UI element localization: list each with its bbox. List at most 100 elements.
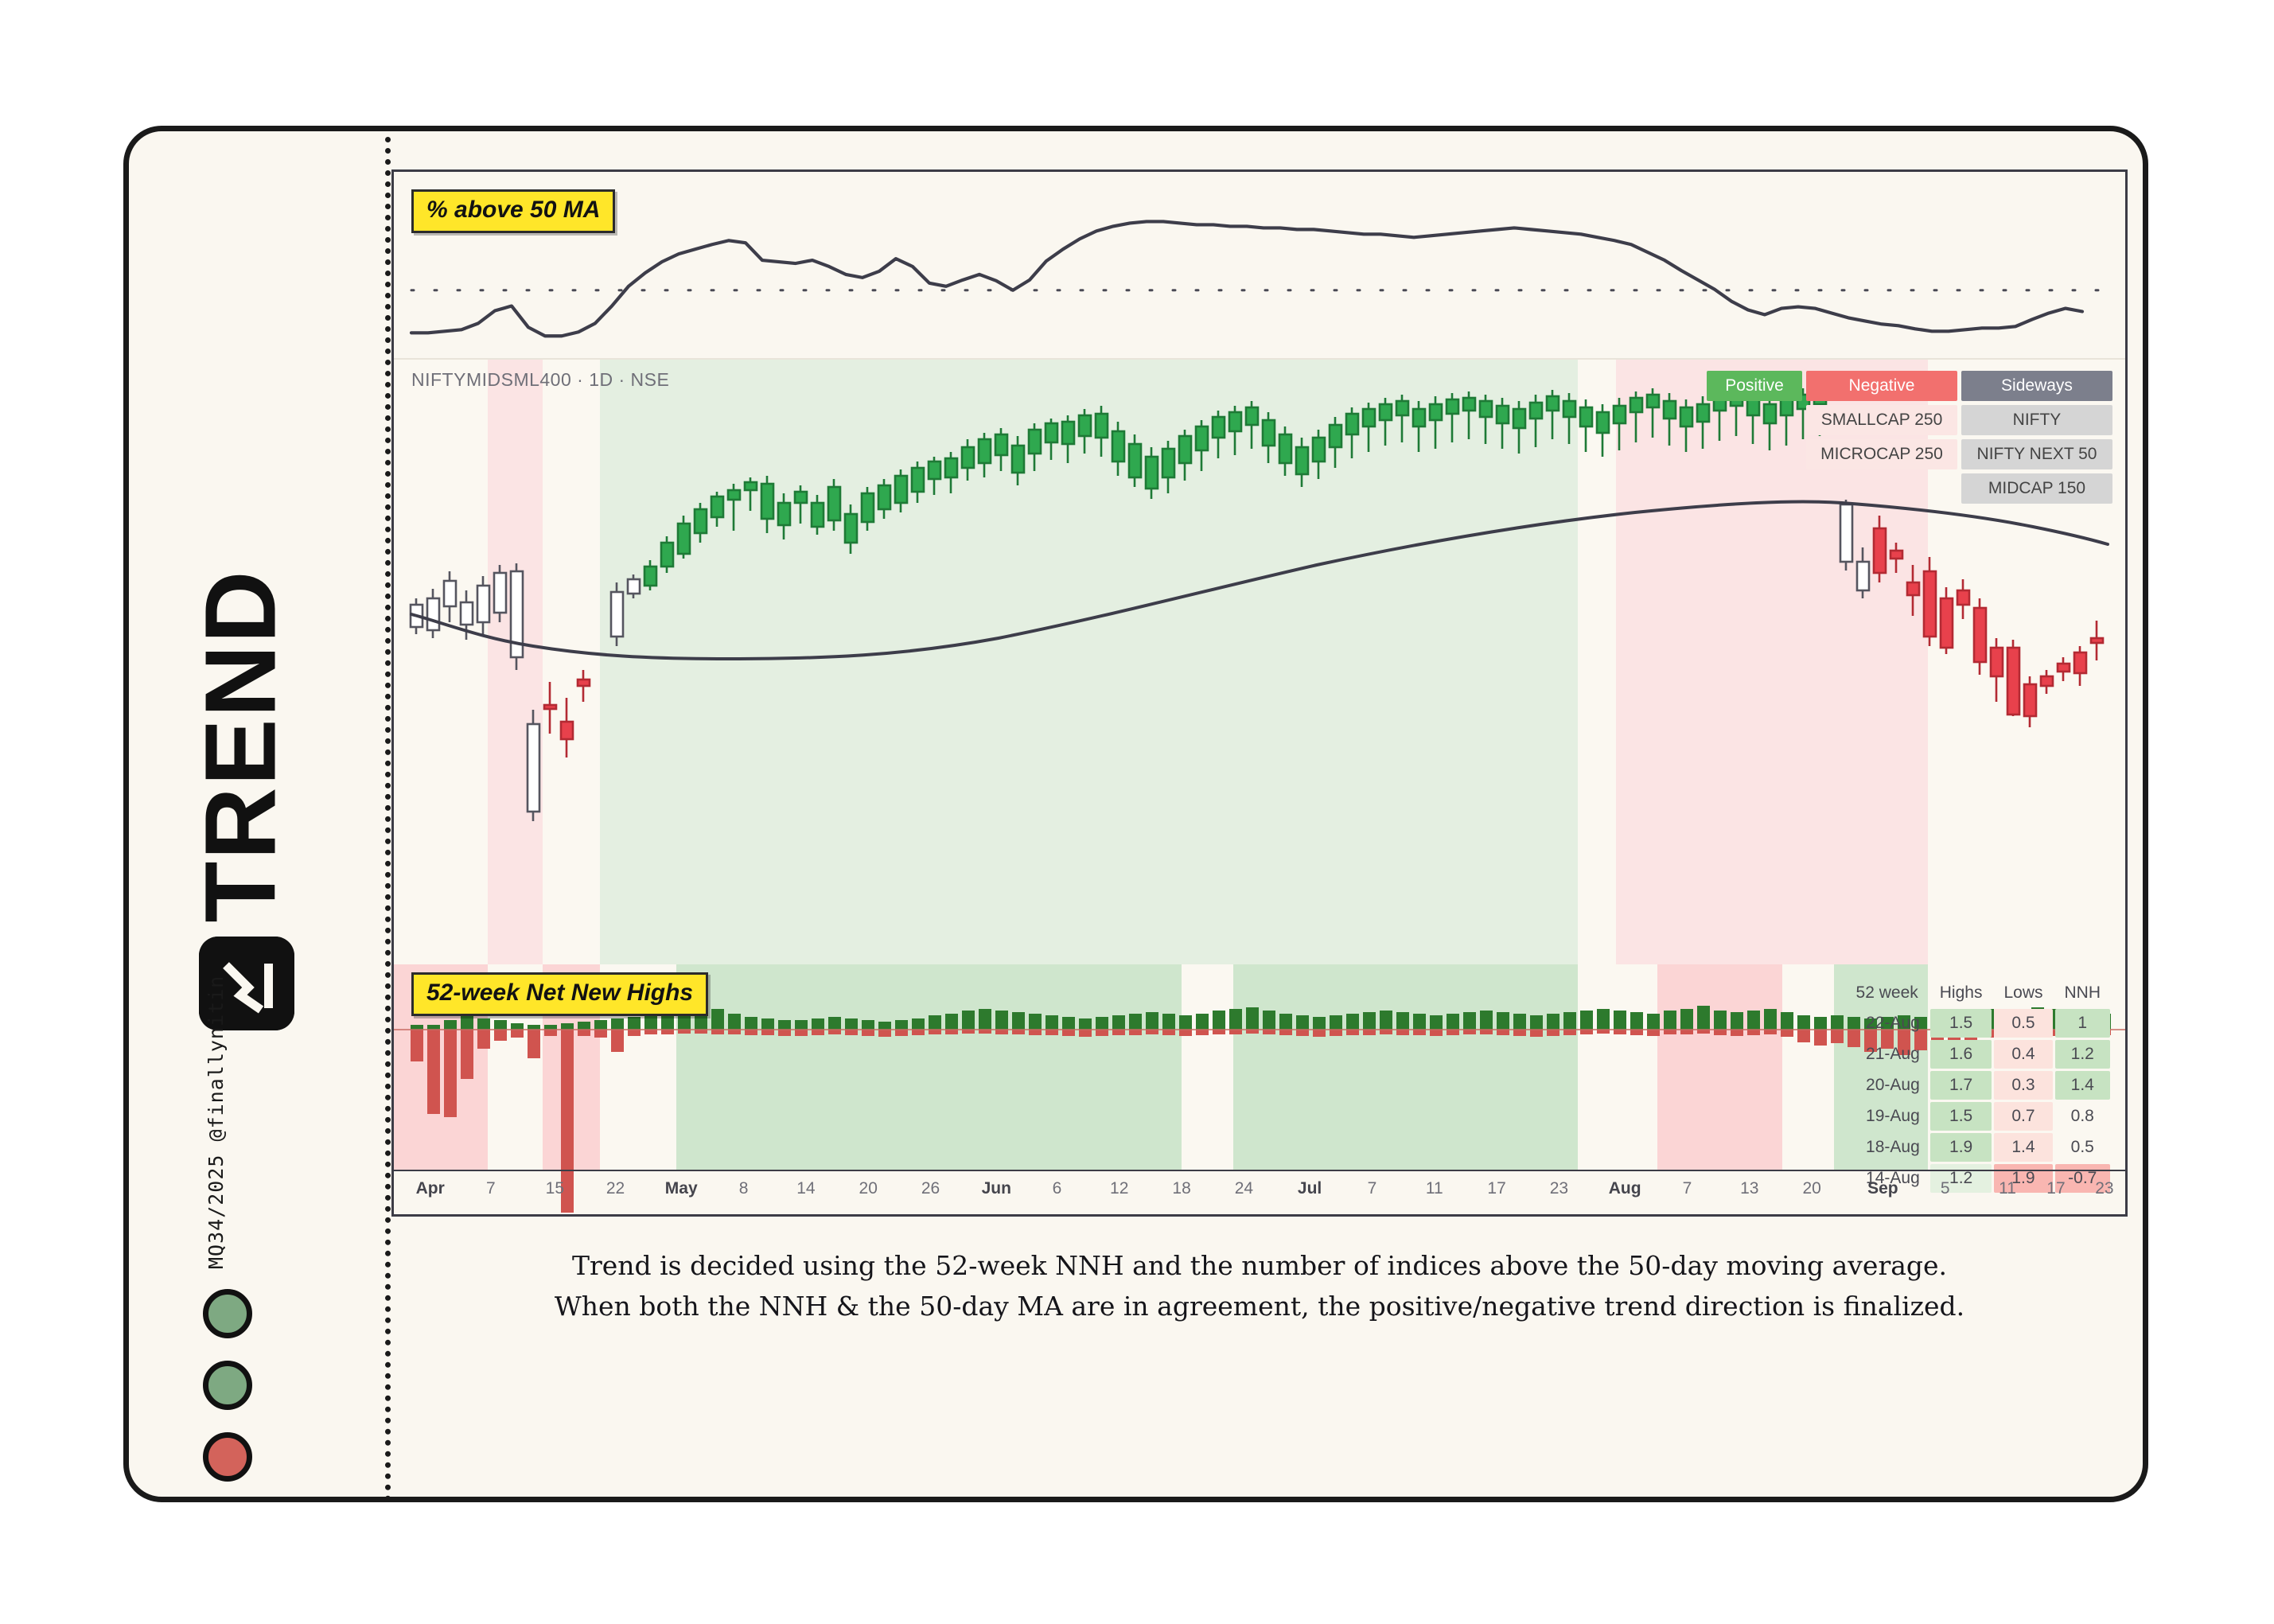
- nnh-row-highs: 1.2: [1929, 1164, 1992, 1193]
- legend-column-sideways: Sideways NIFTY NIFTY NEXT 50 MIDCAP 150: [1961, 371, 2112, 504]
- nnh-row-lows: 1.9: [1994, 1164, 2053, 1193]
- band-neutral: [543, 360, 600, 964]
- legend-item-nifty: NIFTY: [1961, 405, 2112, 435]
- percent-line-series: [409, 220, 2085, 338]
- table-row: 22-Aug 1.5 0.5 1: [1847, 1009, 2110, 1038]
- left-rail: TREND MQ34/2025 @finallynitin: [129, 131, 391, 1497]
- nnh-row-highs: 1.5: [1929, 1102, 1992, 1131]
- nnh-lows-bars: [411, 1030, 2111, 1213]
- footnote-line-1: Trend is decided using the 52-week NNH a…: [571, 1250, 1948, 1281]
- legend-item-microcap-250: MICROCAP 250: [1806, 439, 1957, 469]
- nnh-row-nnh: 0.5: [2070, 1138, 2094, 1156]
- nnh-row-lows: 0.3: [1994, 1071, 2053, 1100]
- nnh-row-nnh: 1.4: [2054, 1071, 2110, 1100]
- axis-tick: 20: [1802, 1179, 1821, 1198]
- axis-tick: 12: [1110, 1179, 1129, 1198]
- nnh-row-highs: 1.9: [1929, 1133, 1992, 1162]
- net-new-highs-tag: 52-week Net New Highs: [411, 972, 709, 1016]
- candlestick-series: [409, 385, 2109, 821]
- axis-tick: Jul: [1297, 1179, 1322, 1198]
- axis-tick: 11: [1999, 1179, 2016, 1198]
- band-positive: [1834, 964, 1928, 1170]
- table-row: 19-Aug 1.5 0.7 0.8: [1847, 1102, 2110, 1131]
- axis-tick: 22: [605, 1179, 625, 1198]
- legend-item-nifty-next-50: NIFTY NEXT 50: [1961, 439, 2112, 469]
- axis-tick: 24: [1234, 1179, 1254, 1198]
- band-negative: [1657, 964, 1783, 1170]
- brand-logo-icon: [199, 937, 294, 1030]
- legend-item-midcap-150: MIDCAP 150: [1961, 473, 2112, 504]
- nnh-row-highs: 1.7: [1929, 1071, 1992, 1100]
- percent-above-50ma-tag: % above 50 MA: [411, 189, 616, 233]
- nnh-table-header-row: 52 week Highs Lows NNH: [1847, 979, 2110, 1007]
- axis-tick: 23: [1549, 1179, 1569, 1198]
- footnote: Trend is decided using the 52-week NNH a…: [391, 1245, 2128, 1326]
- nnh-row-date: 21-Aug: [1866, 1045, 1920, 1063]
- band-neutral: [1182, 964, 1234, 1170]
- nnh-row-date: 20-Aug: [1866, 1076, 1920, 1094]
- nnh-row-lows: 0.7: [1994, 1102, 2053, 1131]
- band-neutral: [394, 360, 488, 964]
- axis-tick: May: [664, 1179, 698, 1198]
- legend-item-smallcap-250: SMALLCAP 250: [1806, 405, 1957, 435]
- table-row: 14-Aug 1.2 1.9 -0.7: [1847, 1164, 2110, 1193]
- axis-tick: Jun: [981, 1179, 1011, 1198]
- net-new-highs-pane: 52-week Net New Highs 52 week Highs Lows…: [394, 964, 2125, 1213]
- nnh-header-highs: Highs: [1939, 983, 1983, 1002]
- axis-tick: 7: [1367, 1179, 1377, 1198]
- page-title: TREND: [184, 569, 297, 923]
- status-dot-group: [203, 1289, 252, 1504]
- symbol-label: NIFTYMIDSML400 · 1D · NSE: [411, 369, 670, 390]
- axis-tick: 8: [738, 1179, 749, 1198]
- table-row: 20-Aug 1.7 0.3 1.4: [1847, 1071, 2110, 1100]
- nnh-header-nnh: NNH: [2064, 983, 2101, 1002]
- regime-legend: Positive Negative SMALLCAP 250 MICROCAP …: [1707, 371, 2112, 504]
- nnh-row-date: 19-Aug: [1866, 1107, 1920, 1125]
- axis-tick: 7: [486, 1179, 496, 1198]
- legend-header-sideways: Sideways: [1961, 371, 2112, 401]
- axis-tick: Aug: [1608, 1179, 1641, 1198]
- nnh-row-date: 18-Aug: [1866, 1138, 1920, 1156]
- nnh-row-nnh: 0.8: [2070, 1107, 2094, 1125]
- x-axis-ticks: Apr 7 15 22 May 8 14 20 26 Jun 6 12 18 2…: [394, 1171, 2125, 1217]
- axis-tick: 6: [1052, 1179, 1062, 1198]
- axis-tick: 14: [796, 1179, 816, 1198]
- legend-column-negative: Negative SMALLCAP 250 MICROCAP 250: [1806, 371, 1957, 504]
- table-row: 18-Aug 1.9 1.4 0.5: [1847, 1133, 2110, 1162]
- status-dot-green-1: [203, 1289, 252, 1338]
- poster-card: TREND MQ34/2025 @finallynitin % above 50…: [123, 126, 2148, 1502]
- moving-average-line: [410, 500, 2109, 660]
- nnh-header-period: 52 week: [1855, 983, 1918, 1002]
- band-neutral: [1782, 964, 1835, 1170]
- band-positive: [676, 964, 1182, 1170]
- axis-tick: 13: [1740, 1179, 1759, 1198]
- nnh-row-nnh: 1: [2054, 1009, 2110, 1038]
- axis-tick: 26: [921, 1179, 940, 1198]
- nnh-row-lows: 1.4: [1994, 1133, 2053, 1162]
- nnh-row-date: 14-Aug: [1866, 1169, 1920, 1187]
- nnh-row-highs: 1.5: [1929, 1009, 1992, 1038]
- status-dot-red-1: [203, 1432, 252, 1482]
- byline: MQ34/2025 @finallynitin: [204, 975, 228, 1269]
- band-neutral: [1578, 964, 1658, 1170]
- band-positive: [599, 360, 1579, 964]
- band-neutral: [1578, 360, 1617, 964]
- axis-tick: 17: [2046, 1179, 2066, 1198]
- nnh-row-lows: 0.5: [1994, 1009, 2053, 1038]
- footnote-line-2: When both the NNH & the 50-day MA are in…: [554, 1291, 1965, 1322]
- candlestick-pane: NIFTYMIDSML400 · 1D · NSE Positive Negat…: [394, 360, 2125, 964]
- percent-above-50ma-line: [409, 220, 2109, 338]
- band-positive: [1233, 964, 1579, 1170]
- legend-header-negative: Negative: [1806, 371, 1957, 401]
- axis-tick: Apr: [415, 1179, 445, 1198]
- table-row: 21-Aug 1.6 0.4 1.2: [1847, 1040, 2110, 1069]
- vertical-dotted-divider: [385, 126, 391, 1502]
- nnh-header-lows: Lows: [2003, 983, 2043, 1002]
- axis-tick: 18: [1172, 1179, 1191, 1198]
- axis-tick: 5: [1940, 1179, 1950, 1198]
- nnh-row-highs: 1.6: [1929, 1040, 1992, 1069]
- nnh-row-lows: 0.4: [1994, 1040, 2053, 1069]
- axis-tick: 23: [2095, 1179, 2114, 1198]
- legend-column-positive: Positive: [1707, 371, 1802, 504]
- nnh-row-nnh: -0.7: [2054, 1164, 2110, 1193]
